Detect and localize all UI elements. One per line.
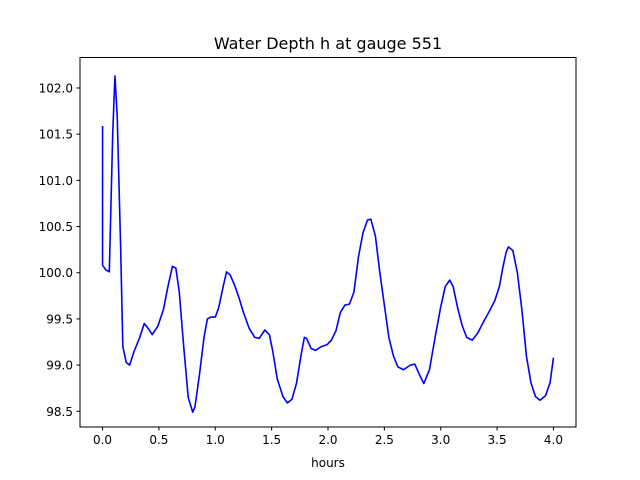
chart-title: Water Depth h at gauge 551 [214, 34, 442, 53]
y-tick-label: 100.0 [39, 266, 73, 280]
y-tick-label: 102.0 [39, 81, 73, 95]
y-tick-label: 99.0 [46, 359, 73, 373]
x-tick-label: 1.5 [262, 433, 281, 447]
plot-frame [79, 57, 577, 428]
x-tick-label: 2.5 [375, 433, 394, 447]
y-tick-label: 98.5 [46, 405, 73, 419]
y-tick-label: 101.0 [39, 174, 73, 188]
series-line-0 [101, 75, 555, 414]
x-tick-label: 4.0 [544, 433, 563, 447]
x-tick-label: 0.0 [93, 433, 112, 447]
x-axis-label: hours [311, 456, 345, 470]
line-layer [101, 75, 555, 414]
tick-layer: 0.0 0.5 1.0 1.5 2.0 2.5 3.0 3.5 4.0 98.5 99.0 99.5 1… [39, 81, 563, 447]
y-tick-label: 100.5 [39, 220, 73, 234]
y-tick-label: 99.5 [46, 312, 73, 326]
y-tick-label: 101.5 [39, 128, 73, 142]
x-tick-label: 0.5 [149, 433, 168, 447]
x-tick-label: 1.0 [206, 433, 225, 447]
x-tick-label: 2.0 [318, 433, 337, 447]
x-tick-label: 3.0 [431, 433, 450, 447]
x-tick-label: 3.5 [488, 433, 507, 447]
